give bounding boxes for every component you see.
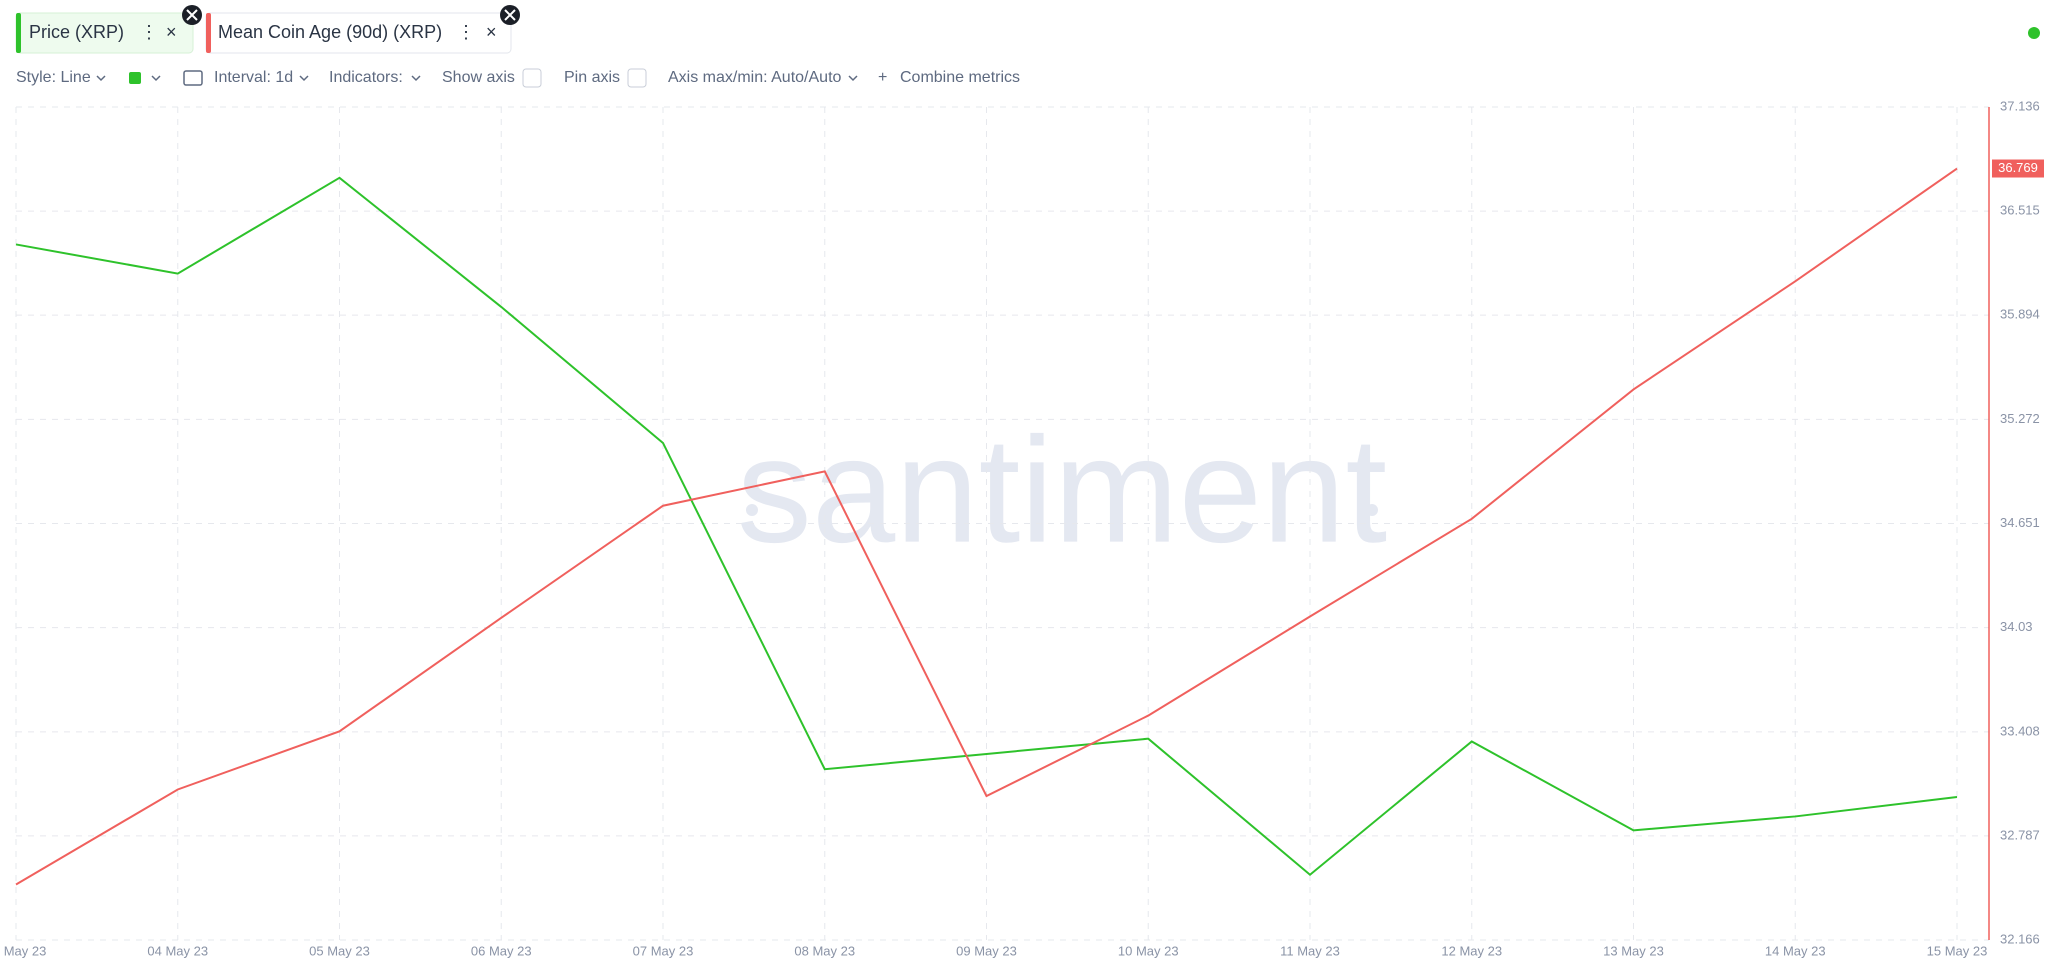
x-tick-label: 15 May 23: [1927, 943, 1988, 958]
series-line: [15, 176, 1958, 877]
close-icon: ×: [486, 22, 497, 42]
toolbar: Style: Line Interval: 1d Indicators: Sho…: [16, 68, 1020, 88]
y2-tick-label: 32.166: [2000, 931, 2040, 946]
x-tick-label: 09 May 23: [956, 943, 1017, 958]
combine-control[interactable]: Combine metrics: [900, 69, 1020, 86]
indicators-control[interactable]: Indicators:: [329, 69, 403, 86]
chip-label: Mean Coin Age (90d) (XRP): [218, 22, 442, 42]
status-dot: [2028, 27, 2040, 39]
close-icon: ×: [166, 22, 177, 42]
pin-axis-control[interactable]: Pin axis: [564, 69, 620, 86]
x-tick-label: 07 May 23: [633, 943, 694, 958]
x-tick-label: 06 May 23: [471, 943, 532, 958]
y2-tick-label: 34.03: [2000, 619, 2033, 634]
x-tick-label: 03 May 23: [0, 943, 46, 958]
interval-control[interactable]: Interval: 1d: [214, 69, 293, 86]
current-value-badge: [1992, 159, 2044, 178]
x-tick-label: 13 May 23: [1603, 943, 1664, 958]
x-tick-label: 08 May 23: [794, 943, 855, 958]
axis-minmax-control[interactable]: Axis max/min: Auto/Auto: [668, 69, 842, 86]
checkbox[interactable]: [627, 68, 647, 88]
style-control[interactable]: Style: Line: [16, 69, 91, 86]
y2-tick-label: 37.136: [2000, 98, 2040, 113]
x-tick-label: 05 May 23: [309, 943, 370, 958]
y2-tick-label: 35.272: [2000, 411, 2040, 426]
metric-chip[interactable]: Mean Coin Age (90d) (XRP) ⋮ ×: [205, 5, 520, 54]
menu-icon: ⋮: [457, 22, 475, 42]
series-line: [15, 167, 1958, 886]
color-control[interactable]: [129, 72, 141, 84]
x-tick-label: 10 May 23: [1118, 943, 1179, 958]
x-tick-label: 11 May 23: [1280, 943, 1340, 958]
x-tick-label: 14 May 23: [1765, 943, 1826, 958]
y2-tick-label: 32.787: [2000, 827, 2040, 842]
watermark-text: santiment: [737, 406, 1387, 574]
metric-chip[interactable]: Price (XRP) ⋮ ×: [15, 5, 202, 54]
current-value-label: 36.769: [1998, 160, 2038, 175]
y2-tick-label: 35.894: [2000, 307, 2040, 322]
checkbox[interactable]: [522, 68, 542, 88]
y2-tick-label: 36.515: [2000, 203, 2040, 218]
watermark: santiment: [737, 406, 1387, 574]
plot: 03 May 23 04 May 23 05 May 23 06 May 23 07 M…: [0, 98, 2044, 958]
chip-label: Price (XRP): [29, 22, 124, 42]
plus-icon: +: [878, 69, 887, 86]
y2-tick-label: 33.408: [2000, 723, 2040, 738]
x-tick-label: 12 May 23: [1441, 943, 1502, 958]
menu-icon: ⋮: [140, 22, 158, 42]
show-axis-control[interactable]: Show axis: [442, 69, 515, 86]
x-tick-label: 04 May 23: [147, 943, 208, 958]
y2-tick-label: 34.651: [2000, 515, 2040, 530]
